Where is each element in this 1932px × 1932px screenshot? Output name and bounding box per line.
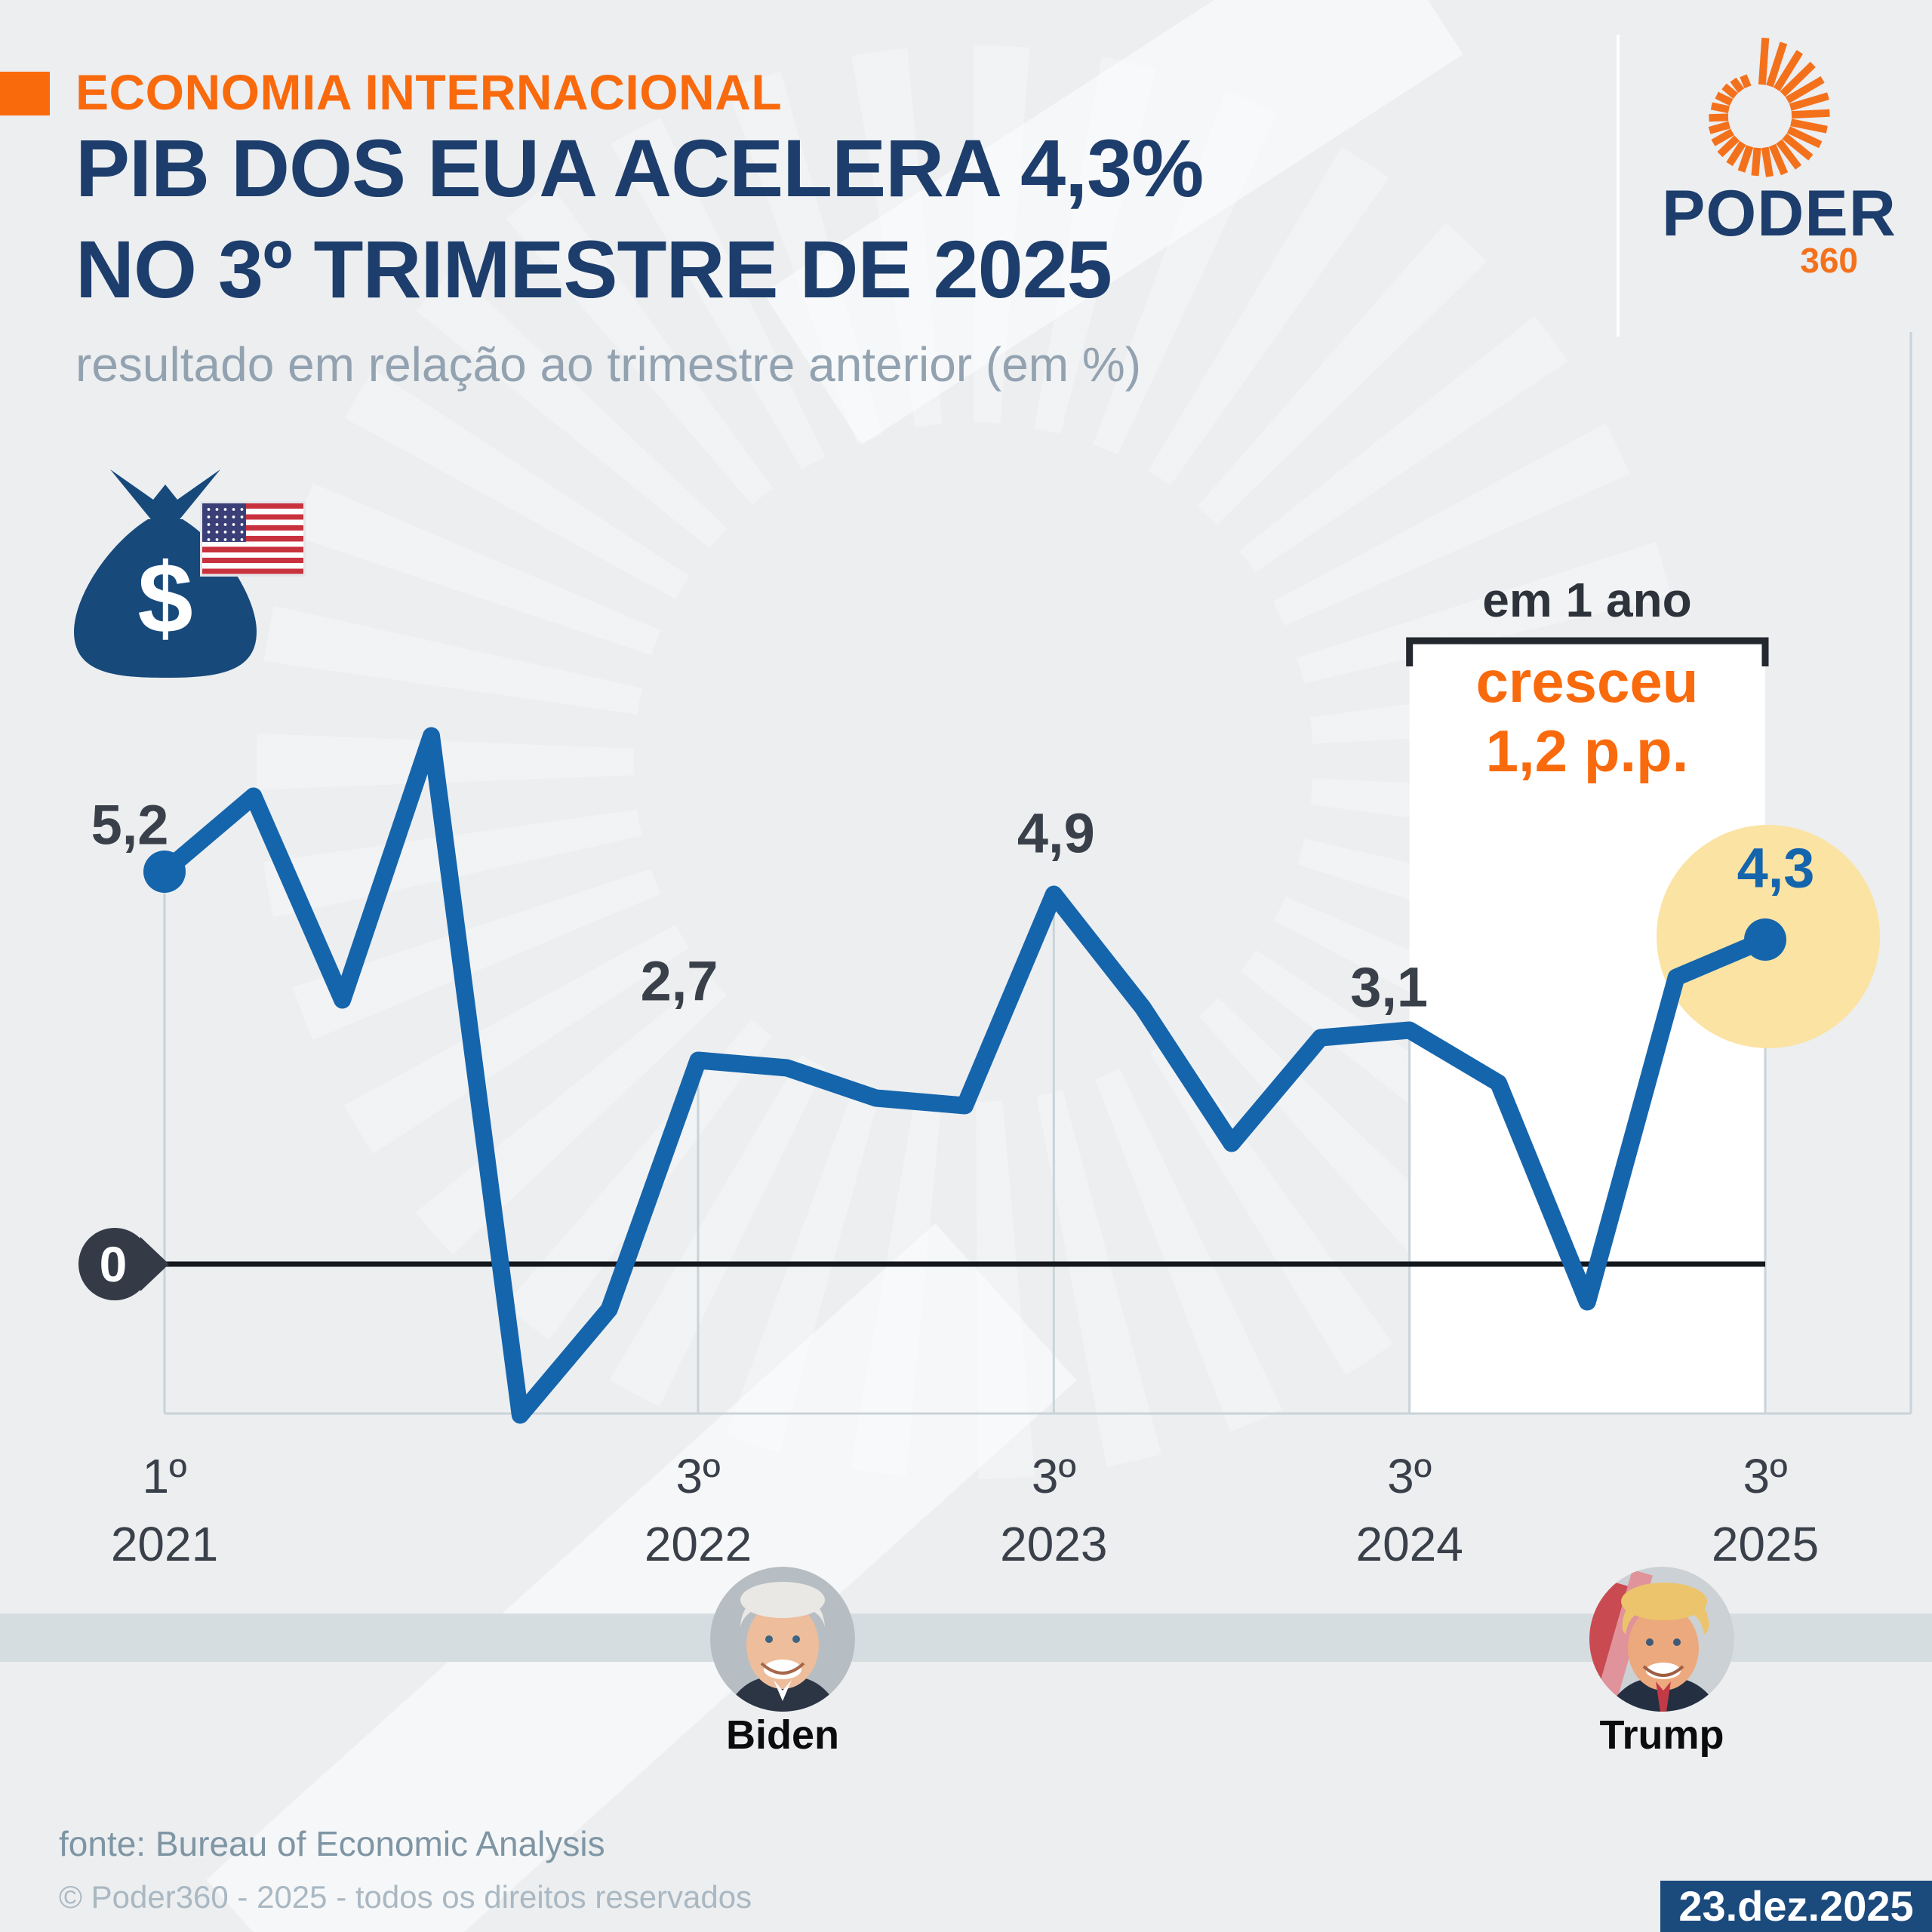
sunburst-ray	[1709, 113, 1729, 122]
kicker: ECONOMIA INTERNACIONAL	[75, 64, 783, 120]
sunburst-ray	[1758, 37, 1770, 85]
sunburst-ray	[1761, 146, 1774, 177]
kicker-accent-square	[0, 72, 50, 115]
x-tick-year: 2021	[111, 1517, 218, 1571]
poder360-logo-word: PODER	[1662, 177, 1897, 250]
trump-avatar	[1589, 1567, 1734, 1712]
sunburst-watermark-hole	[634, 423, 1313, 1102]
sunburst-ray	[1730, 77, 1745, 94]
zero-badge	[78, 1228, 151, 1300]
x-tick-quarter: 3º	[1743, 1449, 1788, 1503]
us-flag-icon	[200, 501, 306, 577]
sunburst-ray	[1737, 145, 1754, 173]
biden-label: Biden	[725, 1712, 839, 1758]
dollar-sign: $	[137, 543, 192, 654]
zero-label: 0	[100, 1236, 128, 1292]
trump-portrait	[1589, 1567, 1734, 1712]
sunburst-ray	[1773, 50, 1804, 91]
source-note: fonte: Bureau of Economic Analysis	[59, 1824, 605, 1863]
sunburst-ray	[1782, 133, 1814, 161]
page-subtitle: resultado em relação ao trimestre anteri…	[75, 337, 1142, 392]
x-tick-quarter: 3º	[1387, 1449, 1432, 1503]
biden-portrait	[710, 1567, 855, 1712]
x-tick-quarter: 3º	[1032, 1449, 1076, 1503]
page-title: PIB DOS EUA ACELERA 4,3% NO 3º TRIMESTRE…	[75, 118, 1204, 320]
poder360-logo-suffix: 360	[1800, 241, 1858, 280]
data-point-dot	[143, 851, 186, 893]
year-bracket	[1406, 637, 1769, 666]
gdp-line	[155, 727, 1774, 1424]
value-label: 5,2	[91, 794, 169, 857]
x-tick-year: 2024	[1355, 1517, 1463, 1571]
data-point-dot	[1744, 918, 1786, 961]
sunburst-ray	[1785, 75, 1825, 104]
us-flag-canton	[202, 503, 246, 542]
copyright-note: © Poder360 - 2025 - todos os direitos re…	[59, 1879, 752, 1915]
sunburst-ray	[1790, 118, 1828, 134]
sunburst-ray	[1711, 128, 1734, 146]
x-tick-quarter: 1º	[143, 1449, 187, 1503]
sunburst-ray	[1791, 109, 1830, 119]
sunburst-ray	[1740, 74, 1752, 89]
value-label: 4,3	[1737, 837, 1815, 900]
sunburst-ray	[1780, 61, 1816, 97]
sunburst-ray	[1766, 42, 1788, 88]
sunburst-ray	[1715, 91, 1734, 106]
sunburst-ray	[1789, 92, 1829, 111]
sunburst-ray	[1768, 143, 1789, 176]
sunburst-ray	[1776, 139, 1802, 170]
sunburst-ray	[1717, 135, 1740, 158]
sunburst-ray	[1708, 121, 1730, 134]
x-tick-year: 2023	[1000, 1517, 1107, 1571]
date-badge: 23.dez.2025	[1660, 1881, 1932, 1932]
x-tick-year: 2022	[645, 1517, 752, 1571]
trump-label: Trump	[1599, 1712, 1724, 1758]
poder360-sunburst-icon	[1708, 37, 1830, 177]
value-label: 4,9	[1017, 802, 1095, 865]
value-label: 3,1	[1350, 956, 1428, 1019]
sunburst-ray	[1786, 126, 1823, 149]
logo-divider	[1617, 35, 1620, 337]
value-label: 2,7	[641, 950, 718, 1013]
biden-avatar	[710, 1567, 855, 1712]
annotation-line1: cresceu	[1475, 648, 1699, 715]
sunburst-ray	[1751, 147, 1761, 177]
page-title-line1: PIB DOS EUA ACELERA 4,3%	[75, 122, 1204, 214]
annotation-line2: 1,2 p.p.	[1485, 718, 1689, 784]
sunburst-ray	[1726, 140, 1746, 167]
x-tick-year: 2025	[1712, 1517, 1819, 1571]
bracket-label: em 1 ano	[1482, 573, 1692, 627]
page-title-line2: NO 3º TRIMESTRE DE 2025	[75, 223, 1112, 315]
sunburst-ray	[1710, 102, 1730, 114]
sunburst-ray	[1721, 83, 1738, 99]
x-tick-quarter: 3º	[676, 1449, 721, 1503]
